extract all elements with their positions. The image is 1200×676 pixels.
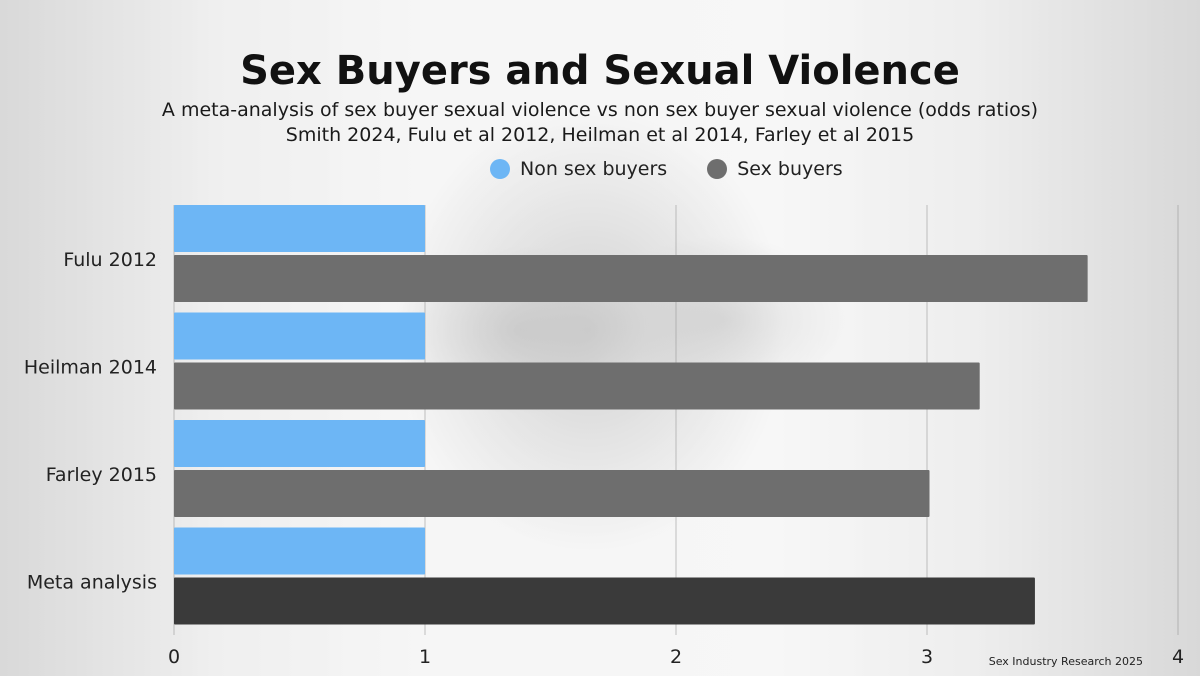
y-category-label: Fulu 2012 <box>63 249 157 271</box>
legend-swatch-non-sex-buyers <box>490 159 510 179</box>
y-category-label: Meta analysis <box>27 571 157 593</box>
x-tick-label: 4 <box>1172 646 1184 668</box>
bar-sex-buyers <box>174 470 930 517</box>
chart-title: Sex Buyers and Sexual Violence <box>240 48 960 94</box>
bar-sex-buyers <box>174 577 1035 625</box>
x-tick-label: 0 <box>168 646 180 668</box>
legend-item-sex-buyers: Sex buyers <box>707 158 843 180</box>
bar-non-sex-buyers <box>174 312 425 360</box>
y-category-label: Farley 2015 <box>46 464 157 486</box>
footer-credit: Sex Industry Research 2025 <box>988 655 1143 668</box>
x-tick-label: 1 <box>419 646 431 668</box>
x-tick-label: 2 <box>670 646 682 668</box>
bar-non-sex-buyers <box>174 527 425 575</box>
bar-sex-buyers <box>174 255 1088 302</box>
legend-item-non-sex-buyers: Non sex buyers <box>490 158 667 180</box>
chart-subtitle: A meta-analysis of sex buyer sexual viol… <box>161 99 1039 121</box>
legend-label-non-sex-buyers: Non sex buyers <box>520 158 668 180</box>
legend-label-sex-buyers: Sex buyers <box>737 158 843 180</box>
bar-non-sex-buyers <box>174 205 425 252</box>
x-tick-label: 3 <box>921 646 933 668</box>
bar-sex-buyers <box>174 362 980 410</box>
y-category-label: Heilman 2014 <box>24 356 157 378</box>
bar-non-sex-buyers <box>174 420 425 467</box>
legend-swatch-sex-buyers <box>707 159 728 179</box>
legend: Non sex buyers Sex buyers <box>490 155 843 183</box>
chart-sources: Smith 2024, Fulu et al 2012, Heilman et … <box>285 124 915 146</box>
